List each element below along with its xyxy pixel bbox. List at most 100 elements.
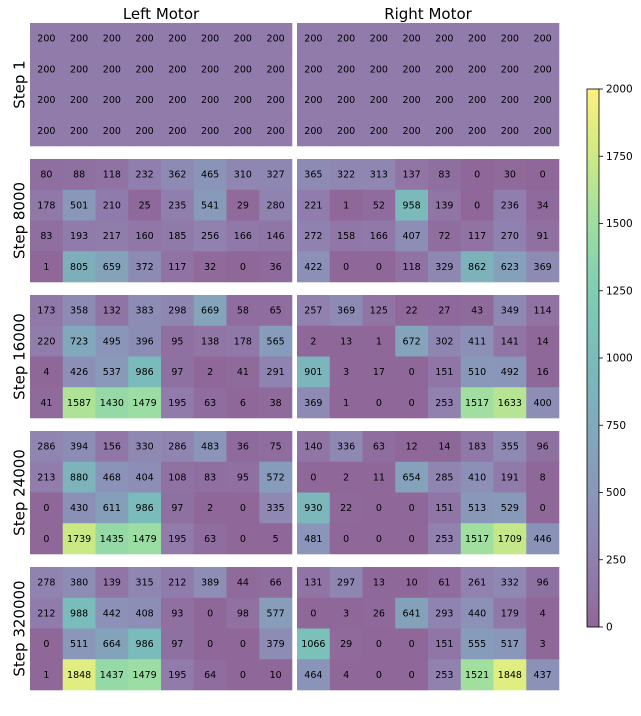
heatmap-cell	[526, 523, 560, 555]
cell-value-label: 336	[337, 442, 355, 453]
heatmap-cell	[62, 84, 96, 116]
cell-value-label: 200	[435, 126, 453, 137]
cell-value-label: 200	[201, 34, 219, 45]
heatmap-cell	[161, 23, 195, 55]
cell-value-label: 98	[237, 608, 249, 619]
heatmap-cell	[193, 53, 227, 85]
heatmap-cell	[395, 23, 429, 55]
cell-value-label: 0	[540, 170, 546, 181]
cell-value-label: 17	[373, 367, 385, 378]
heatmap-cell	[161, 220, 195, 252]
heatmap-cell	[226, 659, 260, 691]
cell-value-label: 442	[103, 608, 121, 619]
cell-value-label: 440	[468, 608, 486, 619]
cell-value-label: 880	[70, 472, 88, 483]
heatmap-cell	[526, 251, 560, 283]
heatmap-cell	[297, 295, 331, 327]
cell-value-label: 1633	[498, 398, 522, 409]
cell-value-label: 195	[168, 534, 186, 545]
heatmap-cell	[193, 220, 227, 252]
heatmap-cell	[226, 115, 260, 147]
heatmap-cell	[128, 387, 162, 419]
heatmap-cell	[395, 431, 429, 463]
cell-value-label: 160	[136, 231, 154, 242]
heatmap-cell	[30, 597, 64, 629]
heatmap-cell	[259, 628, 293, 660]
heatmap-cell	[259, 53, 293, 85]
cell-value-label: 0	[376, 262, 382, 273]
heatmap-cell	[428, 492, 462, 524]
cell-value-label: 200	[501, 64, 519, 75]
cell-value-label: 63	[373, 442, 385, 453]
heatmap-cell	[362, 628, 396, 660]
heatmap-cell	[297, 84, 331, 116]
heatmap-cell	[493, 461, 527, 493]
cell-value-label: 131	[304, 578, 322, 589]
cell-value-label: 118	[103, 170, 121, 181]
heatmap-cell	[30, 461, 64, 493]
heatmap-cell	[395, 53, 429, 85]
row-title-step-16000: Step 16000	[10, 313, 28, 400]
heatmap-cell	[95, 53, 129, 85]
cell-value-label: 358	[70, 306, 88, 317]
cell-value-label: 901	[304, 367, 322, 378]
heatmap-cell	[395, 159, 429, 191]
cell-value-label: 0	[409, 534, 415, 545]
heatmap-cell	[30, 356, 64, 388]
heatmap-cell	[128, 567, 162, 599]
cell-value-label: 0	[376, 398, 382, 409]
cell-value-label: 29	[237, 200, 249, 211]
heatmap-cell	[95, 523, 129, 555]
cell-value-label: 38	[270, 398, 282, 409]
cell-value-label: 555	[468, 639, 486, 650]
cell-value-label: 195	[168, 398, 186, 409]
heatmap-cell	[428, 53, 462, 85]
cell-value-label: 862	[468, 262, 486, 273]
cell-value-label: 379	[267, 639, 285, 650]
heatmap-cell	[30, 492, 64, 524]
cell-value-label: 43	[471, 306, 483, 317]
heatmap-cell	[62, 567, 96, 599]
heatmap-cell	[259, 295, 293, 327]
cell-value-label: 1437	[100, 670, 124, 681]
heatmap-cell	[62, 461, 96, 493]
heatmap-cell	[128, 325, 162, 357]
heatmap-panel-right-step-320000: 131 297 13 10 61 261 332 960 3 26 641 293 440 179 4106…	[297, 567, 560, 691]
cell-value-label: 183	[468, 442, 486, 453]
heatmap-cell	[526, 115, 560, 147]
cell-value-label: 16	[537, 367, 549, 378]
heatmap-cell	[161, 492, 195, 524]
cell-value-label: 464	[304, 670, 322, 681]
cell-value-label: 36	[237, 442, 249, 453]
heatmap-cell	[428, 659, 462, 691]
cell-value-label: 0	[343, 534, 349, 545]
cell-value-label: 200	[403, 64, 421, 75]
cell-value-label: 10	[406, 578, 418, 589]
heatmap-cell	[259, 251, 293, 283]
heatmap-cell	[128, 84, 162, 116]
cell-value-label: 200	[267, 34, 285, 45]
cell-value-label: 41	[237, 367, 249, 378]
heatmap-cell	[161, 159, 195, 191]
cell-value-label: 151	[435, 503, 453, 514]
heatmap-cell	[526, 53, 560, 85]
cell-value-label: 212	[37, 608, 55, 619]
cell-value-label: 805	[70, 262, 88, 273]
heatmap-cell	[95, 659, 129, 691]
cell-value-label: 200	[70, 126, 88, 137]
cell-value-label: 117	[168, 262, 186, 273]
colorbar-tick-label: 1500	[606, 218, 633, 230]
cell-value-label: 286	[37, 442, 55, 453]
cell-value-label: 65	[270, 306, 282, 317]
heatmap-cell	[395, 628, 429, 660]
heatmap-cell	[362, 115, 396, 147]
heatmap-cell	[395, 597, 429, 629]
heatmap-cell	[161, 115, 195, 147]
cell-value-label: 11	[373, 472, 385, 483]
cell-value-label: 66	[270, 578, 282, 589]
heatmap-cell	[193, 189, 227, 221]
cell-value-label: 41	[40, 398, 52, 409]
heatmap-panel-left-step-1: 200 200 200 200 200 200 200 200 200 200 200 200 200 2…	[30, 23, 293, 147]
cell-value-label: 8	[540, 472, 546, 483]
cell-value-label: 200	[501, 126, 519, 137]
